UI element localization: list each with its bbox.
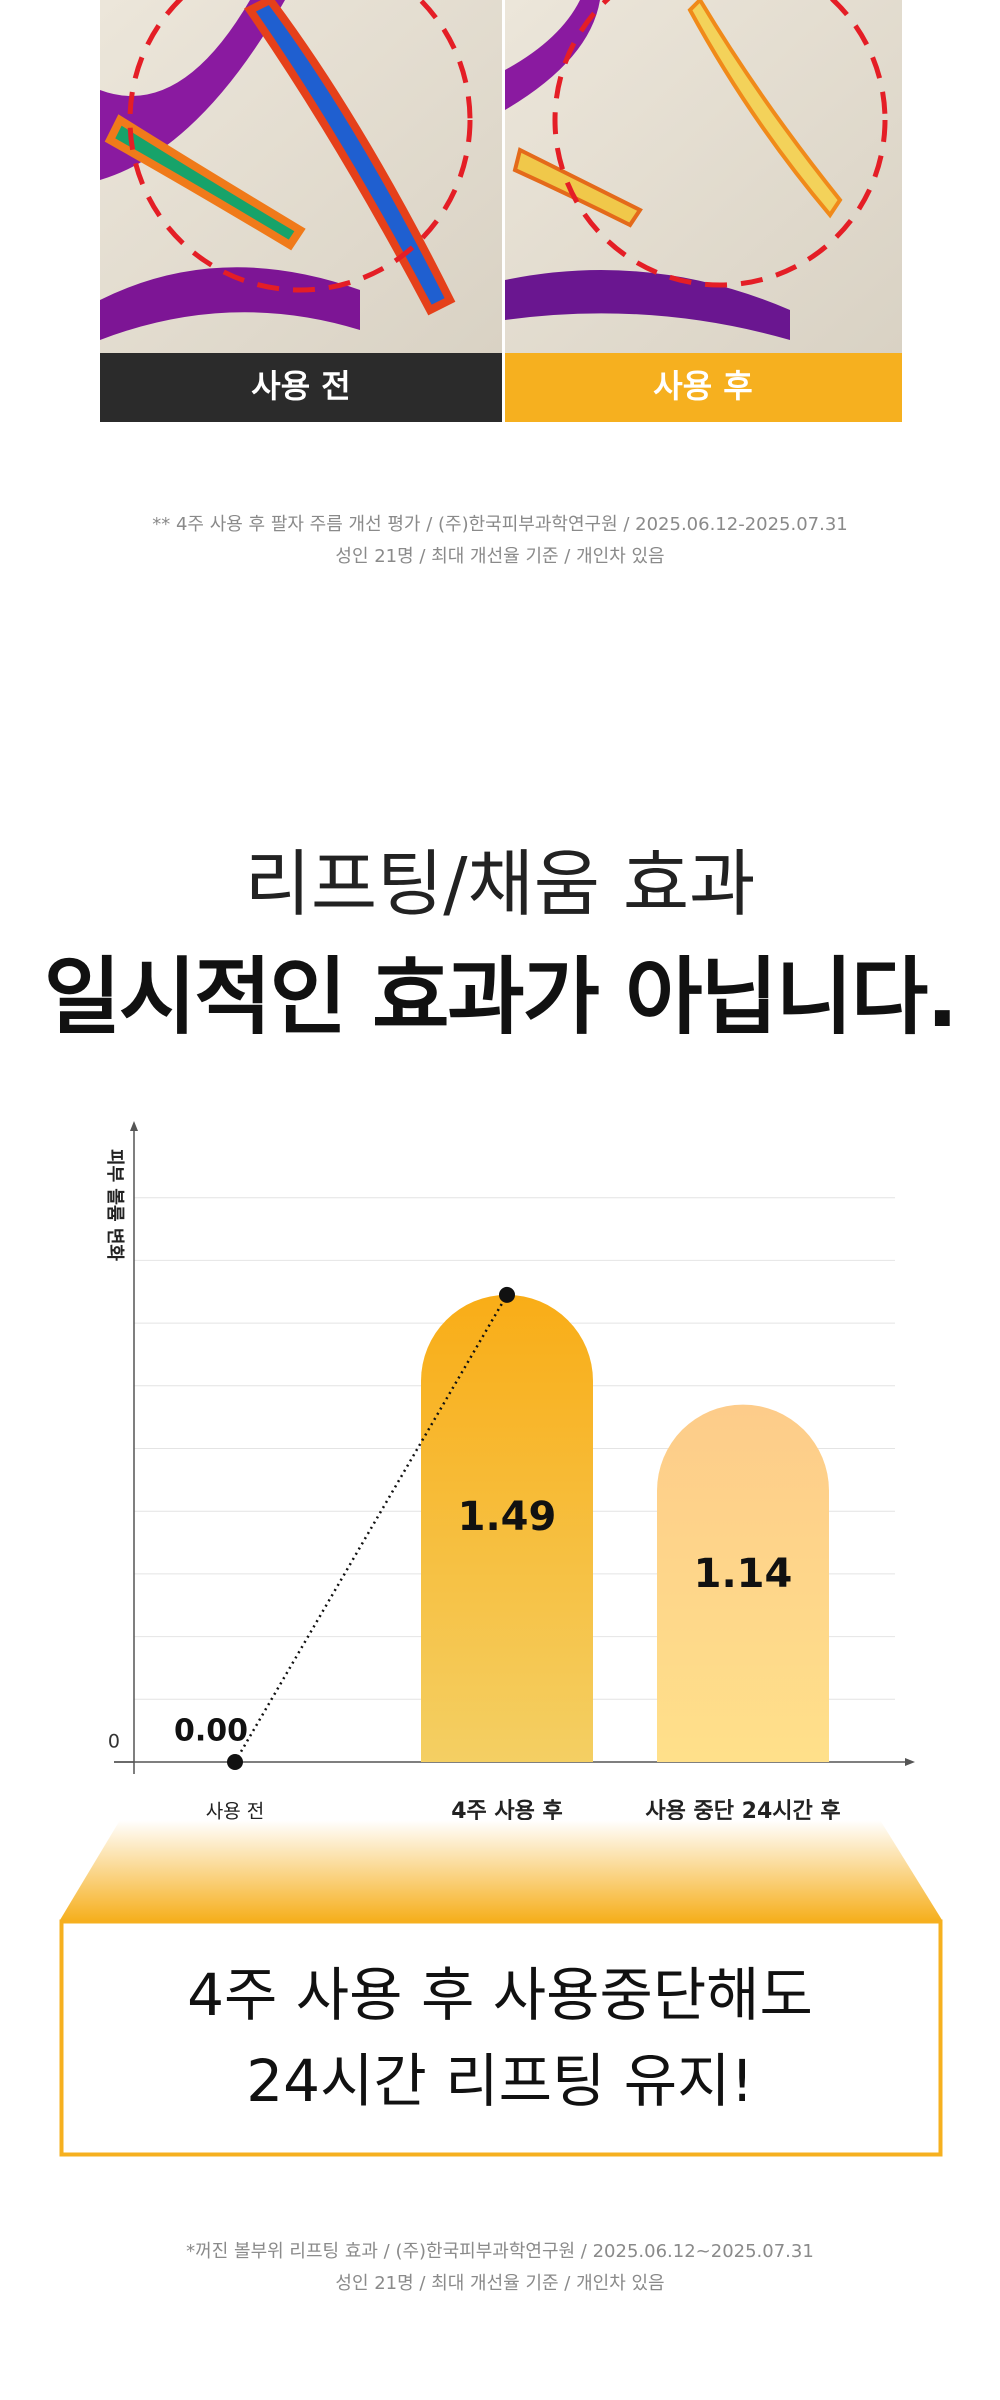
point-marker bbox=[499, 1286, 515, 1303]
connector-line bbox=[233, 1294, 509, 1763]
x-axis-arrow bbox=[905, 1758, 915, 1766]
x-tick-label: 4주 사용 후 bbox=[451, 1799, 563, 1820]
point-marker bbox=[227, 1754, 243, 1770]
callout-fade bbox=[60, 1820, 942, 1920]
footnote-line: ** 4주 사용 후 팔자 주름 개선 평가 / (주)한국피부과학연구원 / … bbox=[152, 514, 848, 535]
footnote: *꺼진 볼부위 리프팅 효과 / (주)한국피부과학연구원 / 2025.06.… bbox=[0, 2236, 1000, 2300]
after-label: 사용 후 bbox=[653, 367, 752, 405]
before-band bbox=[100, 353, 502, 422]
callout-line: 24시간 리프팅 유지! bbox=[246, 2047, 754, 2115]
y-tick-label: 0 bbox=[108, 1731, 120, 1753]
x-tick-label: 사용 중단 24시간 후 bbox=[645, 1799, 840, 1820]
heat-region bbox=[505, 0, 600, 110]
value-label: 0.00 bbox=[174, 1714, 248, 1749]
dashed-circle bbox=[552, 0, 888, 288]
heat-region bbox=[687, 0, 843, 219]
callout-graphic bbox=[59, 1820, 943, 2157]
y-axis-label: 피부 볼륨 변화 bbox=[104, 1149, 125, 1261]
footnote-line: 성인 21명 / 최대 개선율 기준 / 개인차 있음 bbox=[335, 546, 665, 567]
footnote-line: 성인 21명 / 최대 개선율 기준 / 개인차 있음 bbox=[335, 2273, 665, 2294]
heat-region bbox=[100, 267, 360, 340]
callout-box bbox=[59, 1919, 943, 2157]
value-label: 1.14 bbox=[694, 1551, 793, 1597]
callout-line: 4주 사용 후 사용중단해도 bbox=[187, 1961, 813, 2029]
before-label: 사용 전 bbox=[251, 367, 350, 405]
headline: 일시적인 효과가 아닙니다. bbox=[43, 948, 958, 1046]
heat-region bbox=[505, 270, 790, 340]
footnote: ** 4주 사용 후 팔자 주름 개선 평가 / (주)한국피부과학연구원 / … bbox=[0, 509, 1000, 573]
subheadline: 리프팅/채움 효과 bbox=[244, 842, 756, 926]
heat-region bbox=[244, 0, 456, 316]
y-axis-arrow bbox=[130, 1121, 138, 1131]
heat-region bbox=[104, 114, 306, 251]
bar bbox=[421, 1294, 593, 1762]
heat-region bbox=[512, 147, 643, 228]
dashed-circle bbox=[127, 0, 473, 293]
value-label: 1.49 bbox=[458, 1494, 557, 1540]
callout-text: 4주 사용 후 사용중단해도 24시간 리프팅 유지! bbox=[0, 1952, 1000, 2124]
x-tick-label: 사용 전 bbox=[206, 1801, 264, 1821]
footnote-line: *꺼진 볼부위 리프팅 효과 / (주)한국피부과학연구원 / 2025.06.… bbox=[186, 2241, 814, 2262]
before-after-images: 사용 전 사용 후 bbox=[100, 0, 902, 422]
bar bbox=[657, 1404, 829, 1762]
after-band bbox=[505, 353, 902, 422]
